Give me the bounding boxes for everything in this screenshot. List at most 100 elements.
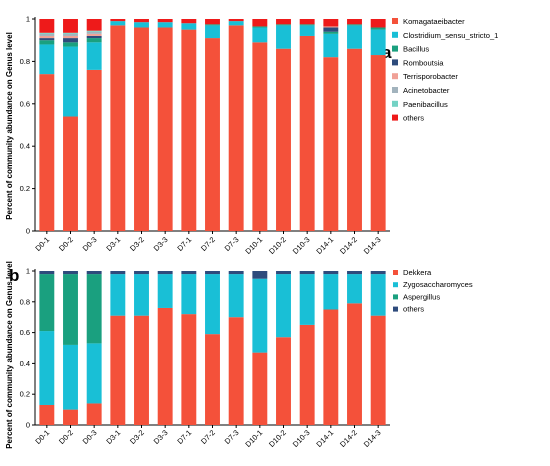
bar-segment-b-D10-1-0 [252, 352, 268, 425]
panel-a-y-tick-label: 0.2 [20, 184, 30, 193]
legend-swatch-a-2 [392, 45, 398, 52]
bar-segment-b-D7-1-3 [181, 271, 197, 275]
legend-label-a-7: others [403, 114, 424, 123]
bar-segment-a-D10-3-0 [299, 35, 315, 232]
bar-segment-a-D7-2-2 [205, 24, 220, 26]
bar-segment-b-D7-3-3 [228, 271, 244, 275]
panel-b-x-tick-label: D3-1 [104, 428, 122, 446]
bar-segment-b-D0-2-2 [63, 274, 78, 345]
panel-a-y-tick-label: 1 [26, 15, 30, 24]
bar-segment-a-D0-1-3 [39, 38, 55, 41]
bar-segment-a-D3-2-7 [134, 19, 149, 23]
panel-b-x-tick-label: D0-2 [57, 428, 75, 446]
panel-a-x-tick-label: D3-2 [128, 235, 146, 253]
bar-segment-a-D0-3-4 [86, 33, 102, 36]
legend-swatch-a-6 [392, 100, 398, 107]
bar-segment-b-D14-2-3 [347, 271, 362, 275]
bar-segment-a-D0-3-6 [86, 30, 102, 32]
bar-segment-b-D7-3-1 [228, 274, 244, 318]
panel-a-x-tick-label: D10-2 [267, 235, 288, 256]
legend-label-a-1: Clostridium_sensu_stricto_1 [403, 31, 498, 40]
bar-segment-b-D7-1-1 [181, 274, 197, 315]
panel-b-x-tick-label: D14-3 [362, 428, 383, 449]
bar-segment-a-D14-3-1 [370, 29, 386, 56]
legend-swatch-a-1 [392, 31, 398, 38]
panel-a-y-axis-label: Percent of community abundance on Genus … [5, 32, 14, 220]
legend-label-b-1: Zygosaccharomyces [403, 280, 473, 289]
bar-segment-a-D0-1-7 [39, 19, 55, 33]
bar-segment-b-D3-3-1 [157, 274, 173, 308]
bar-segment-b-D7-2-3 [205, 271, 220, 275]
legend-label-a-2: Bacillus [403, 45, 429, 54]
bar-segment-a-D7-2-0 [205, 38, 220, 231]
bar-segment-a-D3-1-7 [110, 19, 126, 22]
bar-segment-a-D7-3-7 [228, 19, 244, 22]
panel-b-genus-fungi: Percent of community abundance on Genus … [5, 261, 473, 449]
panel-b-y-tick-label: 0.4 [20, 359, 30, 368]
legend-label-b-2: Aspergillus [403, 292, 440, 301]
bar-segment-a-D14-3-0 [370, 55, 386, 231]
legend-label-a-5: Acinetobacter [403, 86, 450, 95]
bar-segment-a-D3-3-1 [157, 22, 173, 28]
bar-segment-a-D3-3-7 [157, 19, 173, 23]
bar-segment-b-D7-2-1 [205, 274, 220, 335]
bar-segment-b-D0-1-1 [39, 331, 55, 405]
bar-segment-a-D10-1-0 [252, 42, 268, 231]
panel-b-x-tick-label: D10-3 [291, 428, 312, 449]
bar-segment-a-D7-2-7 [205, 19, 220, 25]
bar-segment-a-D3-2-0 [134, 27, 149, 232]
bar-segment-b-D0-1-2 [39, 274, 55, 332]
bar-segment-b-D14-1-3 [323, 271, 339, 275]
legend-swatch-a-4 [392, 73, 398, 80]
panel-a-x-tick-label: D10-3 [291, 235, 312, 256]
bar-segment-a-D14-3-7 [370, 19, 386, 28]
panel-a-x-tick-label: D3-3 [152, 235, 170, 253]
bar-segment-a-D0-2-0 [63, 116, 78, 231]
bar-segment-b-D10-3-0 [299, 324, 315, 425]
bar-segment-b-D10-3-1 [299, 274, 315, 325]
legend-label-a-3: Romboutsia [403, 58, 444, 67]
bar-segment-a-D14-1-1 [323, 33, 339, 58]
bar-segment-a-D14-2-0 [347, 48, 362, 232]
bar-segment-b-D10-2-3 [276, 271, 291, 275]
bar-segment-b-D3-2-1 [134, 274, 149, 316]
panel-a-x-tick-label: D0-2 [57, 235, 75, 253]
bar-segment-b-D0-1-0 [39, 404, 55, 425]
bar-segment-b-D0-3-1 [86, 343, 102, 404]
bar-segment-a-D10-3-7 [299, 19, 315, 25]
bar-segment-b-D3-1-0 [110, 315, 126, 425]
bar-segment-b-D0-3-2 [86, 274, 102, 344]
bar-segment-a-D14-2-1 [347, 25, 362, 49]
legend-label-a-4: Terrisporobacter [403, 72, 458, 81]
panel-a-y-tick-label: 0.6 [20, 99, 30, 108]
bar-segment-a-D10-2-7 [276, 19, 291, 25]
bar-segment-a-D7-1-1 [181, 23, 197, 30]
panel-a-x-tick-label: D10-1 [243, 235, 264, 256]
bar-segment-a-D14-2-2 [347, 24, 362, 26]
bar-segment-a-D14-2-7 [347, 19, 362, 25]
panel-b-x-tick-label: D14-1 [314, 428, 335, 449]
bar-segment-a-D7-3-0 [228, 25, 244, 231]
bar-segment-a-D10-2-0 [276, 48, 291, 232]
panel-b-x-tick-label: D10-2 [267, 428, 288, 449]
bar-segment-b-D0-1-3 [39, 271, 55, 275]
panel-b-x-tick-label: D10-1 [243, 428, 264, 449]
bar-segment-a-D14-3-2 [370, 27, 386, 30]
legend-swatch-a-0 [392, 18, 398, 24]
bar-segment-a-D0-3-5 [86, 31, 102, 34]
bar-segment-b-D14-3-0 [370, 315, 386, 425]
bar-segment-b-D0-3-3 [86, 271, 102, 275]
bar-segment-b-D0-2-0 [63, 409, 78, 425]
bar-segment-a-D10-2-2 [276, 24, 291, 26]
panel-a-x-tick-label: D14-1 [314, 235, 335, 256]
panel-b-x-tick-label: D7-3 [223, 428, 241, 446]
bar-segment-b-D0-3-0 [86, 403, 102, 425]
bar-segment-a-D10-1-2 [252, 26, 268, 28]
bar-segment-a-D0-3-3 [86, 35, 102, 39]
panel-b-x-tick-label: D7-1 [175, 428, 193, 446]
legend-swatch-a-3 [392, 59, 398, 66]
panel-b-x-tick-label: D14-2 [338, 428, 359, 449]
bar-segment-a-D14-1-3 [323, 27, 339, 32]
legend-swatch-b-1 [393, 282, 398, 288]
bar-segment-a-D0-1-1 [39, 44, 55, 75]
